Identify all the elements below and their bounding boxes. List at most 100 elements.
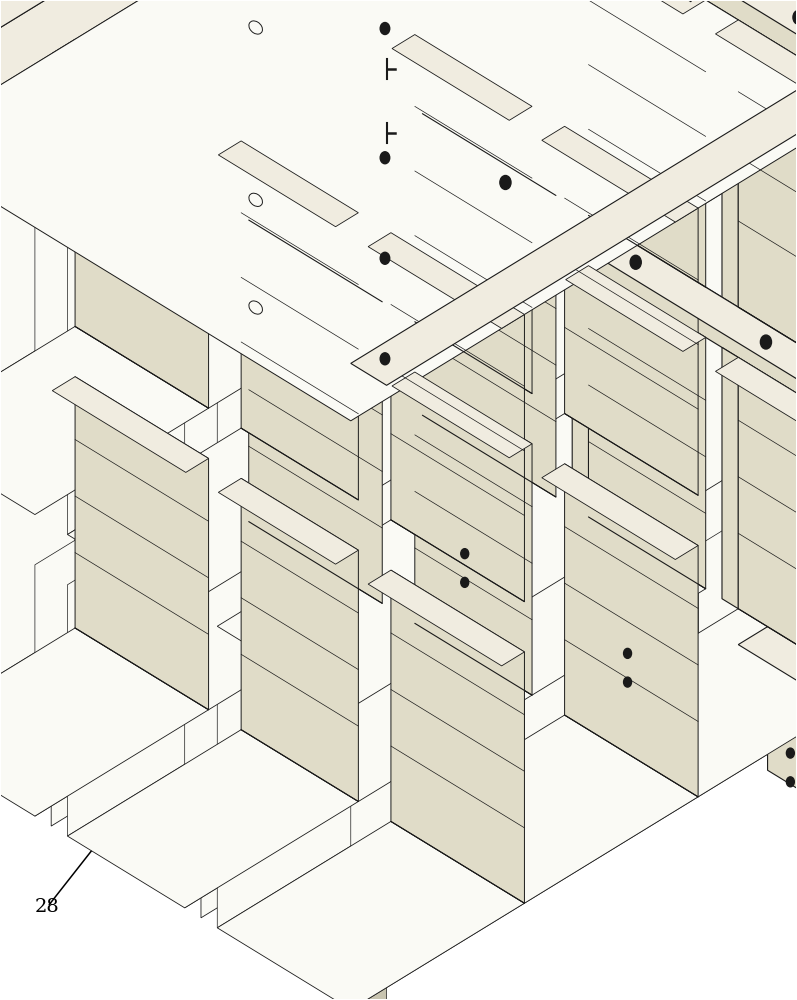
Polygon shape: [387, 0, 422, 487]
Polygon shape: [393, 0, 797, 120]
Polygon shape: [0, 0, 422, 88]
Polygon shape: [0, 628, 209, 816]
Polygon shape: [738, 357, 797, 690]
Polygon shape: [218, 233, 391, 626]
Circle shape: [380, 23, 390, 34]
Polygon shape: [0, 326, 209, 515]
Polygon shape: [241, 322, 532, 500]
Circle shape: [461, 577, 469, 587]
Text: 11: 11: [648, 476, 673, 494]
Polygon shape: [413, 427, 507, 485]
Polygon shape: [391, 414, 698, 602]
Polygon shape: [414, 35, 532, 394]
Polygon shape: [383, 0, 556, 302]
Polygon shape: [716, 357, 797, 453]
Polygon shape: [351, 314, 524, 708]
Polygon shape: [0, 70, 380, 363]
Polygon shape: [0, 377, 75, 734]
Polygon shape: [51, 256, 572, 826]
Polygon shape: [218, 570, 391, 928]
Polygon shape: [564, 357, 738, 715]
Polygon shape: [226, 270, 383, 366]
Polygon shape: [53, 39, 209, 135]
Polygon shape: [241, 141, 359, 500]
Polygon shape: [566, 0, 705, 14]
Polygon shape: [564, 464, 698, 797]
Circle shape: [461, 549, 469, 559]
Polygon shape: [241, 478, 359, 801]
Polygon shape: [707, 10, 738, 29]
Polygon shape: [35, 458, 209, 816]
Circle shape: [623, 677, 631, 687]
Polygon shape: [68, 478, 241, 836]
Polygon shape: [738, 627, 797, 684]
Polygon shape: [241, 35, 414, 428]
Polygon shape: [0, 0, 797, 421]
Polygon shape: [422, 164, 556, 497]
Polygon shape: [0, 0, 422, 806]
Polygon shape: [542, 464, 698, 560]
Polygon shape: [566, 266, 705, 351]
Polygon shape: [209, 352, 383, 710]
Polygon shape: [414, 0, 588, 322]
Polygon shape: [185, 550, 359, 908]
Polygon shape: [392, 35, 532, 120]
Polygon shape: [218, 520, 524, 708]
Polygon shape: [241, 623, 532, 801]
Polygon shape: [393, 114, 797, 407]
Polygon shape: [359, 444, 532, 801]
Polygon shape: [391, 233, 524, 602]
Circle shape: [760, 335, 771, 349]
Polygon shape: [716, 20, 797, 116]
Polygon shape: [575, 527, 670, 585]
Polygon shape: [185, 213, 359, 606]
Polygon shape: [201, 10, 722, 616]
Polygon shape: [249, 415, 556, 603]
Polygon shape: [218, 821, 524, 1000]
Polygon shape: [698, 102, 797, 495]
Polygon shape: [391, 464, 564, 821]
Polygon shape: [218, 141, 359, 227]
Circle shape: [623, 648, 631, 658]
Polygon shape: [391, 126, 564, 520]
Circle shape: [380, 252, 390, 264]
Polygon shape: [524, 208, 698, 602]
Polygon shape: [368, 570, 524, 666]
Polygon shape: [359, 106, 532, 500]
Polygon shape: [351, 652, 524, 1000]
Polygon shape: [399, 164, 556, 260]
Polygon shape: [75, 220, 383, 408]
Polygon shape: [414, 517, 705, 695]
Polygon shape: [351, 44, 797, 385]
Polygon shape: [722, 10, 738, 307]
Text: 21: 21: [33, 107, 57, 125]
Polygon shape: [249, 0, 383, 302]
Polygon shape: [605, 527, 670, 710]
Polygon shape: [564, 20, 738, 414]
Polygon shape: [738, 20, 797, 389]
Polygon shape: [524, 546, 698, 903]
Polygon shape: [768, 627, 797, 810]
Polygon shape: [53, 377, 209, 472]
Circle shape: [787, 748, 795, 758]
Circle shape: [793, 10, 797, 24]
Polygon shape: [442, 427, 507, 611]
Text: 1: 1: [638, 307, 651, 325]
Polygon shape: [368, 233, 524, 328]
Polygon shape: [588, 0, 705, 287]
Polygon shape: [393, 132, 797, 457]
Polygon shape: [249, 114, 556, 302]
Circle shape: [500, 176, 511, 189]
Polygon shape: [249, 270, 383, 603]
Polygon shape: [414, 266, 588, 623]
Polygon shape: [209, 15, 383, 408]
Text: 12: 12: [355, 905, 379, 923]
Polygon shape: [75, 39, 209, 408]
Polygon shape: [422, 0, 556, 195]
Polygon shape: [226, 0, 383, 29]
Polygon shape: [68, 730, 359, 908]
Polygon shape: [75, 0, 249, 326]
Polygon shape: [564, 609, 797, 797]
Polygon shape: [249, 0, 422, 220]
Circle shape: [380, 152, 390, 164]
